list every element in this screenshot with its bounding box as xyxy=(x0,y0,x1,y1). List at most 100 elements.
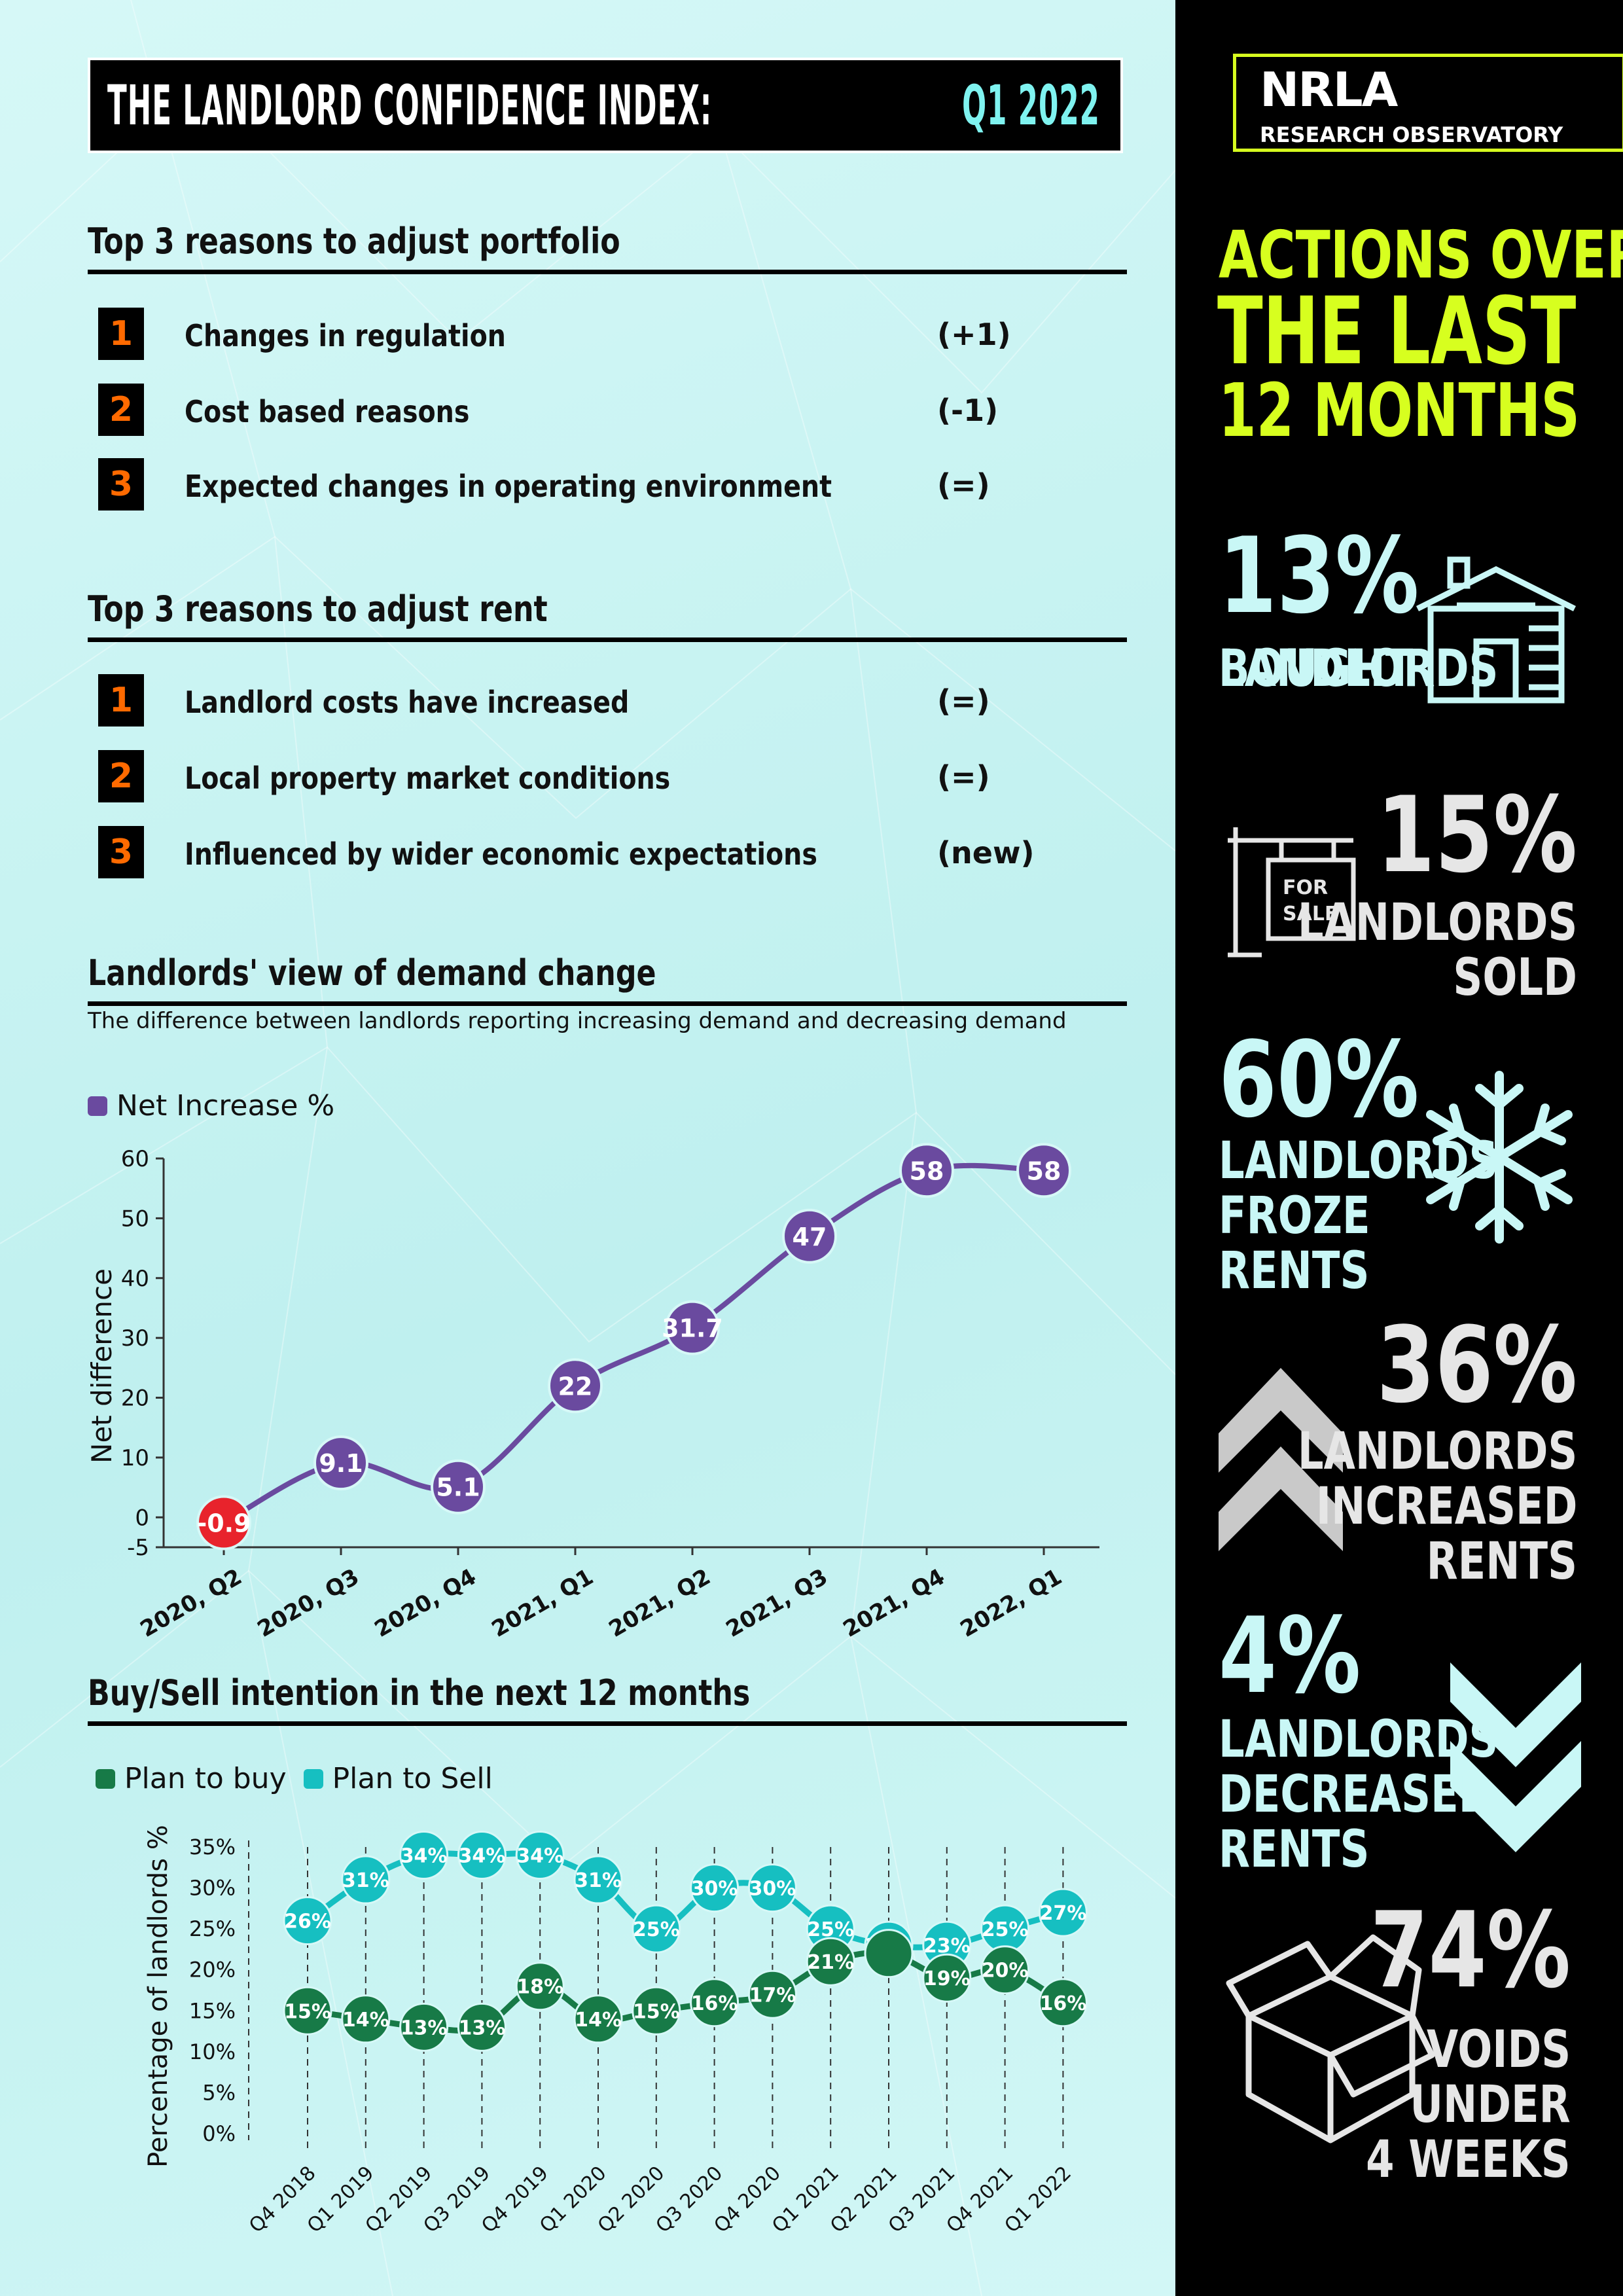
reason-text: Cost based reasons xyxy=(185,394,470,429)
data-point xyxy=(632,1986,681,2036)
x-tick-label: 2021, Q2 xyxy=(605,1564,715,1643)
house-icon xyxy=(1416,556,1577,704)
data-label: 34% xyxy=(516,1845,563,1868)
x-tick-label: 2021, Q1 xyxy=(488,1564,598,1643)
data-point xyxy=(515,1831,565,1880)
data-point xyxy=(399,2002,449,2052)
title-period: Q1 2022 xyxy=(962,73,1101,137)
y-tick-label: 0% xyxy=(202,2121,236,2146)
demand-heading: Landlords' view of demand change xyxy=(88,942,1127,1006)
reason-text: Influenced by wider economic expectation… xyxy=(185,836,817,872)
legend-swatch xyxy=(303,1768,323,1789)
data-point xyxy=(747,1863,797,1913)
legend-swatch xyxy=(88,1096,107,1116)
reason-text: Landlord costs have increased xyxy=(185,685,630,720)
data-point xyxy=(573,1994,623,2044)
buysell-legend: Plan to buy Plan to Sell xyxy=(96,1762,493,1795)
rank-change: (=) xyxy=(937,683,990,719)
portfolio-item: 3 Expected changes in operating environm… xyxy=(98,458,1041,511)
data-point xyxy=(515,1962,565,2011)
data-point xyxy=(283,1896,332,1946)
actions-heading-line2: THE LAST xyxy=(1217,278,1577,386)
stats-panel: NRLA RESEARCH OBSERVATORY ACTIONS OVER T… xyxy=(1175,0,1623,2296)
rank-change: (=) xyxy=(937,759,990,795)
x-tick-label: 2020, Q2 xyxy=(136,1564,247,1643)
stat-sold-pct: 15% xyxy=(1376,774,1577,896)
data-label: 13% xyxy=(401,2017,448,2039)
sign-text-for: FOR xyxy=(1283,876,1328,899)
portfolio-item: 2 Cost based reasons (-1) xyxy=(98,384,1041,436)
data-label: 30% xyxy=(691,1878,738,1901)
rank-change: (+1) xyxy=(937,317,1011,352)
data-point xyxy=(980,1945,1030,1995)
y-tick-label: 40 xyxy=(121,1266,149,1292)
stat-increased-pct: 36% xyxy=(1376,1304,1577,1426)
data-label: 16% xyxy=(1039,1992,1086,2015)
stat-sold-label: LANDLORDS SOLD xyxy=(1297,893,1577,1008)
data-point xyxy=(747,1969,797,2019)
y-tick-label: -5 xyxy=(127,1535,149,1561)
data-point xyxy=(632,1904,681,1954)
data-label: 9.1 xyxy=(319,1449,363,1478)
x-tick-label: 2020, Q4 xyxy=(370,1564,481,1643)
stat-voids-label: VOIDS UNDER 4 WEEKS xyxy=(1366,2020,1571,2190)
main-content: THE LANDLORD CONFIDENCE INDEX: Q1 2022 T… xyxy=(0,0,1175,2296)
data-point xyxy=(283,1986,332,2036)
title-main: THE LANDLORD CONFIDENCE INDEX: xyxy=(107,73,713,137)
y-tick-label: 20 xyxy=(121,1386,149,1412)
demand-subtitle: The difference between landlords reporti… xyxy=(88,1008,1067,1034)
data-point xyxy=(864,1929,914,1979)
rent-item: 3 Influenced by wider economic expectati… xyxy=(98,826,1041,878)
x-tick-label: 2021, Q3 xyxy=(722,1564,832,1643)
stat-froze-pct: 60% xyxy=(1219,1018,1419,1141)
data-label: 26% xyxy=(284,1910,331,1933)
data-label: 15% xyxy=(284,2000,331,2023)
data-label: 14% xyxy=(575,2009,622,2032)
data-label: 34% xyxy=(458,1845,505,1868)
data-point xyxy=(548,1358,603,1414)
y-tick-label: 35% xyxy=(189,1835,236,1859)
y-axis-title: Net difference xyxy=(86,1268,118,1463)
y-tick-label: 0 xyxy=(135,1505,149,1531)
rent-item: 2 Local property market conditions (=) xyxy=(98,750,1041,802)
snowflake-icon xyxy=(1426,1071,1573,1244)
rent-item: 1 Landlord costs have increased (=) xyxy=(98,674,1041,726)
rank-change: (-1) xyxy=(937,393,999,428)
y-tick-label: 50 xyxy=(121,1206,149,1232)
stat-bought-pct: 13% xyxy=(1219,514,1419,637)
data-label: 27% xyxy=(1039,1902,1086,1925)
logo-text: NRLA xyxy=(1260,62,1398,117)
stat-froze-label: LANDLORDS FROZE RENTS xyxy=(1219,1132,1499,1301)
nrla-logo: NRLA RESEARCH OBSERVATORY xyxy=(1233,54,1623,152)
reason-text: Local property market conditions xyxy=(185,761,671,796)
rank-badge: 3 xyxy=(98,458,144,511)
data-label: 19% xyxy=(923,1967,971,1990)
data-label: 21% xyxy=(807,1951,854,1974)
rank-badge: 2 xyxy=(98,750,144,802)
open-box-icon xyxy=(1226,1934,1435,2144)
data-point xyxy=(665,1300,720,1355)
data-label: 16% xyxy=(691,1992,738,2015)
data-label: 14% xyxy=(342,2009,389,2032)
data-label: 30% xyxy=(749,1878,796,1901)
data-point xyxy=(196,1495,251,1551)
stat-increased-label: LANDLORDS INCREASED RENTS xyxy=(1297,1422,1577,1592)
data-point xyxy=(457,1831,507,1880)
data-label: 31% xyxy=(575,1869,622,1892)
legend-label: Plan to buy xyxy=(124,1762,287,1795)
data-label: 25% xyxy=(633,1918,680,1941)
stat-decreased-label: LANDLORDS DECREASED RENTS xyxy=(1219,1710,1499,1880)
data-point xyxy=(313,1435,368,1491)
data-point xyxy=(431,1459,486,1515)
data-point xyxy=(899,1143,954,1198)
page-title: THE LANDLORD CONFIDENCE INDEX: Q1 2022 xyxy=(88,58,1123,153)
y-tick-label: 20% xyxy=(189,1958,236,1982)
demand-legend: Net Increase % xyxy=(88,1089,334,1122)
data-point xyxy=(341,1855,391,1905)
portfolio-item: 1 Changes in regulation (+1) xyxy=(98,308,1041,360)
sign-text-sale: SALE xyxy=(1283,903,1338,925)
reason-text: Changes in regulation xyxy=(185,318,506,353)
data-label: 22 xyxy=(558,1372,593,1401)
actions-heading-line3: 12 MONTHS xyxy=(1219,368,1580,454)
data-label: 25% xyxy=(982,1918,1029,1941)
